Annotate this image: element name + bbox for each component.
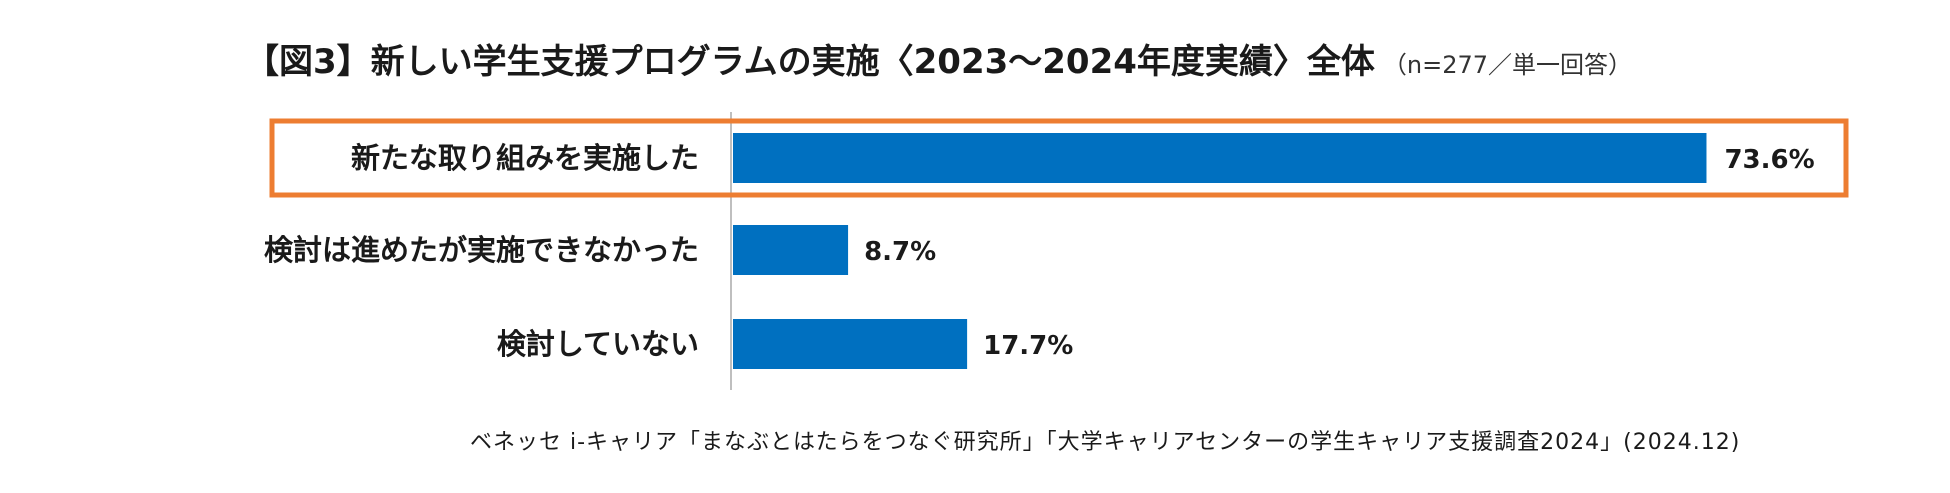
chart-title: 【図3】新しい学生支援プログラムの実施〈2023～2024年度実績〉全体 （n=2…: [245, 34, 1632, 83]
category-label: 検討していない: [497, 327, 699, 361]
category-label: 新たな取り組みを実施した: [351, 141, 699, 175]
bar: [733, 225, 849, 275]
source-note: ベネッセ i-キャリア「まなぶとはたらをつなぐ研究所」「大学キャリアセンターの学…: [470, 430, 1741, 455]
data-label: 8.7%: [864, 237, 936, 267]
chart-subtitle: （n=277／単一回答）: [1382, 51, 1633, 79]
chart-plot: 新たな取り組みを実施した 73.6% 検討は進めたが実施できなかった 8.7% 検討して…: [264, 112, 1849, 390]
category-label: 検討は進めたが実施できなかった: [264, 233, 699, 267]
bar: [733, 133, 1707, 183]
data-label: 73.6%: [1724, 145, 1814, 175]
data-label: 17.7%: [983, 331, 1073, 361]
chart-title-text: 【図3】新しい学生支援プログラムの実施〈2023～2024年度実績〉全体: [245, 42, 1375, 82]
highlight-box: [269, 118, 1849, 198]
bar: [733, 319, 968, 369]
